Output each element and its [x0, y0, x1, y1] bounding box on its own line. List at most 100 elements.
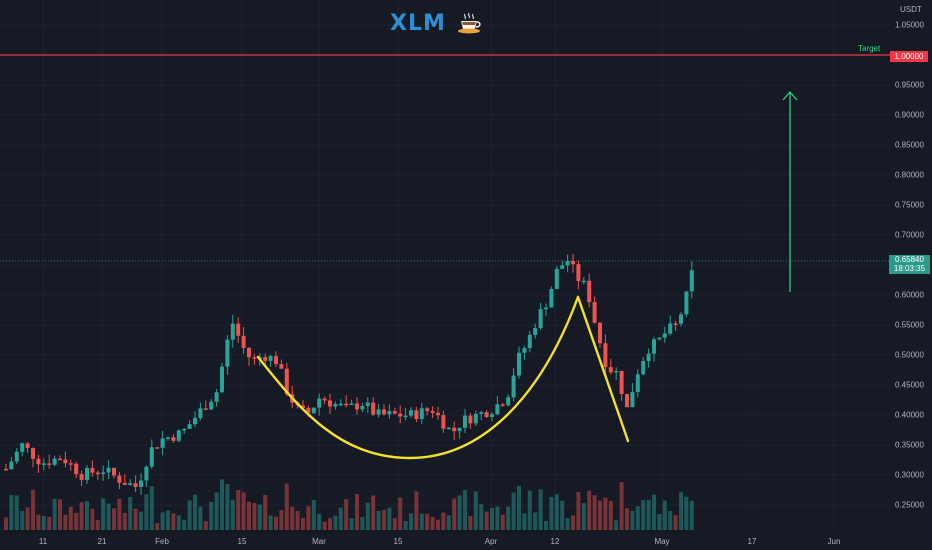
volume-bar	[500, 514, 505, 530]
candle	[630, 383, 635, 408]
volume-bar	[625, 508, 629, 530]
volume-bar	[279, 510, 284, 530]
volume-bar	[95, 520, 100, 530]
volume-bar	[236, 490, 241, 530]
volume-bar	[322, 521, 327, 530]
volume-bar	[403, 521, 408, 530]
volume-bar	[684, 496, 689, 530]
candle	[203, 400, 208, 411]
candle	[236, 317, 241, 343]
axis-unit: USDT	[900, 5, 922, 14]
candle	[176, 429, 181, 443]
volume-bar	[268, 515, 273, 530]
volume-bar	[436, 519, 440, 530]
time-tick: Apr	[484, 537, 498, 546]
candle	[511, 368, 516, 402]
volume-bar	[122, 512, 127, 530]
volume-bar	[614, 520, 619, 530]
volume-bar	[9, 494, 14, 530]
volume-bar	[155, 523, 160, 530]
volume-bar	[468, 515, 473, 530]
volume-bar	[527, 490, 532, 530]
candle	[41, 458, 46, 471]
candle	[446, 426, 451, 430]
volume-bar	[425, 513, 430, 530]
volume-bar	[247, 501, 251, 530]
target-label: Target	[858, 44, 881, 53]
candle	[598, 321, 602, 348]
candle	[171, 434, 176, 443]
time-tick: Jun	[827, 537, 841, 546]
volume-bar	[409, 513, 413, 530]
volume-bar	[441, 512, 446, 530]
volume-bar	[571, 515, 575, 530]
candle	[58, 455, 62, 461]
volume-bar	[171, 513, 176, 530]
candle	[679, 312, 683, 327]
volume-bar	[31, 489, 35, 530]
volume-bar	[554, 494, 559, 530]
volume-bar	[338, 507, 343, 530]
volume-bar	[495, 506, 500, 530]
volume-bar	[241, 492, 246, 530]
candle	[608, 358, 613, 375]
volume-bar	[517, 485, 521, 530]
time-tick: Mar	[312, 537, 326, 546]
candle	[527, 331, 532, 353]
candle	[79, 470, 84, 487]
volume-bar	[74, 512, 79, 530]
target-arrow-head	[782, 91, 798, 101]
price-tick: 0.50000	[895, 350, 924, 360]
candle	[646, 348, 651, 368]
candle	[581, 277, 586, 285]
candle	[301, 400, 305, 409]
handle-line	[576, 295, 630, 443]
candle	[614, 367, 619, 380]
volume-bar	[662, 500, 667, 530]
candle	[414, 407, 419, 423]
volume-bar	[317, 513, 322, 530]
candle	[468, 412, 473, 429]
volume-bar	[284, 483, 289, 530]
candle	[133, 475, 138, 493]
volume-bar	[133, 508, 138, 530]
price-tick: 0.45000	[895, 380, 924, 390]
volume-bar	[139, 511, 143, 530]
price-tick: 0.40000	[895, 410, 924, 420]
candle	[328, 393, 332, 415]
candle	[360, 402, 365, 413]
candle	[376, 403, 381, 418]
volume-bar	[149, 486, 154, 530]
chart-title: XLM	[390, 8, 482, 38]
candle	[9, 457, 14, 470]
candle	[657, 337, 662, 341]
volume-bar	[679, 492, 683, 530]
candle	[457, 427, 462, 439]
candle	[252, 353, 257, 365]
volume-bar	[274, 516, 278, 530]
candle	[382, 404, 386, 416]
candle	[544, 303, 548, 316]
volume-bar	[263, 495, 268, 530]
volume-bar	[112, 508, 116, 530]
target-price-badge: 1.00000	[890, 51, 928, 62]
candle	[495, 395, 500, 416]
volume-bar	[473, 491, 478, 530]
candle	[571, 253, 575, 273]
candle	[101, 465, 106, 481]
volume-bar	[52, 498, 57, 530]
volume-bar	[538, 489, 543, 530]
candle	[565, 254, 570, 273]
volume-bar	[668, 511, 673, 530]
candle	[409, 407, 413, 418]
volume-bar	[290, 506, 295, 530]
candle	[268, 354, 273, 368]
volume-bar	[68, 506, 73, 530]
candle	[47, 454, 52, 469]
candle	[241, 326, 246, 354]
volume-bar	[387, 507, 392, 530]
volume-bar	[376, 510, 381, 530]
candle	[668, 315, 673, 336]
candlesticks	[4, 253, 694, 496]
